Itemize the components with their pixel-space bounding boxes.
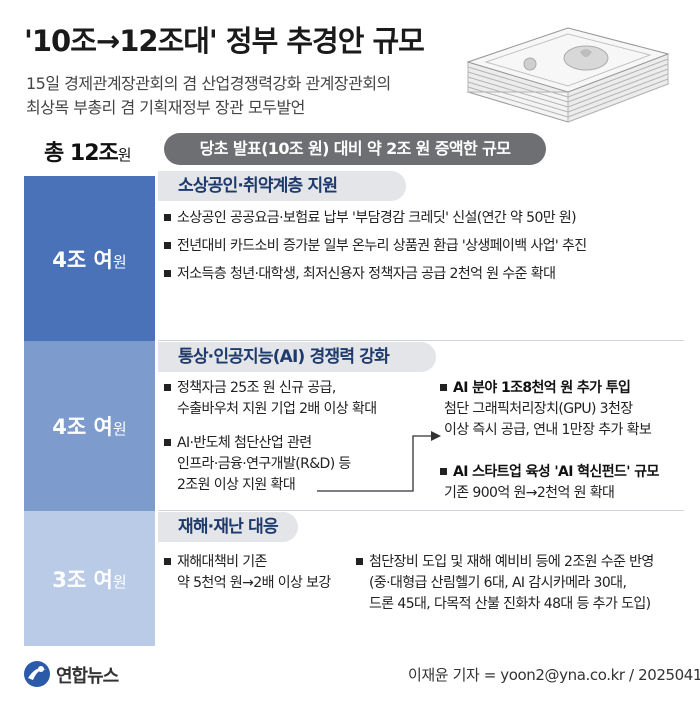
section-1-bullet-2: 전년대비 카드소비 증가분 일부 온누리 상품권 환급 '상생페이백 사업' 추… — [164, 236, 587, 257]
total-amount-label: 총 12조 — [44, 141, 119, 166]
amount-unit-3: 원 — [112, 572, 127, 591]
amount-block-3: 3조 여원 — [24, 511, 155, 646]
section-2-right-item-2: AI 스타트업 육성 'AI 혁신펀드' 규모 기존 900억 원→2천억 원 … — [440, 462, 659, 504]
total-amount-unit: 원 — [117, 146, 132, 164]
section-divider — [158, 510, 684, 511]
subtitle-line-1: 15일 경제관계장관회의 겸 산업경쟁력강화 관계장관회의 — [26, 74, 391, 93]
section-title-2: 통상·인공지능(AI) 경쟁력 강화 — [158, 342, 436, 372]
section-2-right-item-1: AI 분야 1조8천억 원 추가 투입 첨단 그래픽처리장치(GPU) 3천장 … — [440, 378, 652, 441]
amount-block-1: 4조 여원 — [24, 176, 155, 341]
section-2-bullet-2: AI·반도체 첨단산업 관련 인프라·금융·연구개발(R&D) 등 2조원 이상… — [164, 433, 351, 496]
subtitle-line-2: 최상목 부총리 겸 기획재정부 장관 모두발언 — [26, 98, 305, 117]
section-3-bullet-1: 재해대책비 기존 약 5천억 원→2배 이상 보강 — [164, 552, 331, 594]
section-title-1: 소상공인·취약계층 지원 — [158, 171, 406, 201]
total-description-pill: 당초 발표(10조 원) 대비 약 2조 원 증액한 규모 — [164, 133, 546, 165]
connector-arrow — [317, 431, 441, 492]
amount-value-2: 4조 여 — [52, 415, 113, 439]
money-stack-illustration — [466, 27, 670, 123]
yonhap-logo: 연합뉴스 — [22, 657, 162, 691]
amount-value-3: 3조 여 — [52, 567, 113, 592]
section-1-bullet-1: 소상공인 공공요금·보험료 납부 '부담경감 크레딧' 신설(연간 약 50만 … — [164, 208, 577, 229]
amount-value-1: 4조 여 — [52, 247, 113, 272]
amount-block-2: 4조 여원 — [24, 341, 155, 511]
page-title: '10조→12조대' 정부 추경안 규모 — [24, 24, 425, 58]
amount-unit-2: 원 — [112, 420, 127, 438]
section-1-bullet-3: 저소득층 청년·대학생, 최저신용자 정책자금 공급 2천억 원 수준 확대 — [164, 264, 556, 285]
amount-unit-1: 원 — [112, 252, 127, 271]
section-2-bullet-1: 정책자금 25조 원 신규 공급, 수출바우처 지원 기업 2배 이상 확대 — [164, 378, 377, 420]
yonhap-logo-icon — [24, 661, 50, 687]
logo-text: 연합뉴스 — [56, 666, 119, 687]
total-amount: 총 12조원 — [44, 135, 132, 167]
section-3-bullet-2: 첨단장비 도입 및 재해 예비비 등에 2조원 수준 반영 (중·대형급 산림헬… — [356, 552, 654, 615]
section-title-3: 재해·재난 대응 — [158, 512, 298, 542]
reporter-credit: 이재윤 기자 = yoon2@yna.co.kr / 20250415 — [408, 666, 700, 684]
section-divider — [158, 340, 684, 341]
